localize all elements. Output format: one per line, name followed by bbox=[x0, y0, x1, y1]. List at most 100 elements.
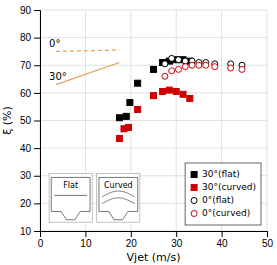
point bbox=[239, 66, 245, 72]
y-tick-mark bbox=[34, 203, 40, 204]
annotation-line bbox=[56, 50, 120, 51]
y-tick-label: 20 bbox=[20, 198, 32, 209]
sketch: Curved bbox=[97, 174, 140, 223]
point bbox=[175, 66, 181, 72]
x-tick-mark bbox=[131, 231, 132, 237]
y-axis-line bbox=[34, 11, 41, 232]
x-tick: 50 bbox=[262, 231, 274, 249]
point bbox=[116, 115, 122, 121]
x-tick: 0 bbox=[38, 231, 44, 249]
y-axis: 10 20 30 40 50 60 70 80 90 bbox=[20, 5, 41, 237]
y-tick-mark bbox=[34, 148, 40, 149]
legend: 30°(flat) 30°(curved) 0°(flat) 0°(curved) bbox=[185, 163, 261, 225]
x-tick: 20 bbox=[126, 231, 138, 249]
x-tick-mark bbox=[85, 231, 86, 237]
plot: 010203040501020304050607080900°30°FlatCu… bbox=[20, 5, 274, 249]
point bbox=[162, 73, 168, 79]
x-tick-label: 40 bbox=[217, 238, 229, 249]
point bbox=[166, 87, 172, 93]
point bbox=[151, 93, 157, 99]
y-tick-mark bbox=[34, 231, 40, 232]
point bbox=[182, 64, 188, 70]
point bbox=[196, 62, 202, 68]
x-tick-label: 0 bbox=[38, 238, 44, 249]
point bbox=[162, 61, 168, 67]
legend-label: 0°(curved) bbox=[202, 208, 250, 218]
x-axis: 0 10 20 30 40 50 bbox=[38, 231, 274, 249]
series bbox=[116, 87, 192, 141]
y-tick-mark bbox=[34, 38, 40, 39]
x-axis-title: Vjet (m/s) bbox=[127, 251, 181, 264]
point bbox=[123, 113, 129, 119]
y-tick: 80 bbox=[20, 32, 40, 43]
point bbox=[228, 65, 234, 71]
sketch-surface bbox=[102, 191, 135, 197]
marks bbox=[56, 50, 245, 141]
annotation: 30° bbox=[49, 71, 67, 82]
grid-line-y bbox=[40, 148, 267, 149]
point bbox=[151, 66, 157, 72]
y-tick-label: 90 bbox=[20, 5, 32, 16]
chart: 010203040501020304050607080900°30°FlatCu… bbox=[0, 0, 277, 265]
y-tick-label: 60 bbox=[20, 88, 32, 99]
legend-label: 30°(flat) bbox=[202, 169, 240, 179]
series bbox=[116, 57, 192, 121]
grid-line-y bbox=[40, 120, 267, 121]
y-tick-label: 50 bbox=[20, 115, 32, 126]
sketch-surface bbox=[102, 198, 135, 204]
y-tick-label: 40 bbox=[20, 143, 32, 154]
sketch: Flat bbox=[49, 174, 92, 223]
grid bbox=[40, 10, 267, 231]
y-tick-label: 80 bbox=[20, 32, 32, 43]
sketch-surface bbox=[54, 195, 87, 196]
x-tick-label: 50 bbox=[262, 238, 274, 249]
y-tick-label: 30 bbox=[20, 170, 32, 181]
y-tick-mark bbox=[34, 93, 40, 94]
x-tick-mark bbox=[267, 231, 268, 237]
legend-marker bbox=[191, 211, 197, 217]
point bbox=[189, 62, 195, 68]
y-tick: 70 bbox=[20, 60, 40, 71]
x-tick-label: 20 bbox=[126, 238, 138, 249]
y-tick-label: 70 bbox=[20, 60, 32, 71]
legend-label: 30°(curved) bbox=[202, 182, 256, 192]
y-tick: 90 bbox=[20, 5, 40, 16]
point bbox=[160, 88, 166, 94]
legend-marker bbox=[191, 185, 197, 191]
sketch-frame bbox=[97, 174, 140, 223]
point bbox=[203, 62, 209, 68]
point bbox=[126, 124, 132, 130]
grid-line-y bbox=[40, 10, 267, 11]
point bbox=[175, 57, 181, 63]
sketch-label: Flat bbox=[63, 181, 78, 190]
y-tick: 20 bbox=[20, 198, 40, 209]
y-tick-mark bbox=[34, 10, 40, 11]
sketch-body bbox=[99, 177, 138, 219]
x-tick: 30 bbox=[171, 231, 183, 249]
series bbox=[162, 62, 245, 79]
x-tick-mark bbox=[176, 231, 177, 237]
y-tick: 10 bbox=[20, 226, 40, 237]
point bbox=[187, 95, 193, 101]
x-axis-line bbox=[41, 232, 268, 238]
x-tick: 40 bbox=[217, 231, 229, 249]
legend-frame bbox=[185, 163, 261, 225]
y-tick: 60 bbox=[20, 88, 40, 99]
point bbox=[169, 55, 175, 61]
y-tick: 30 bbox=[20, 170, 40, 181]
y-tick-label: 10 bbox=[20, 226, 32, 237]
x-tick-mark bbox=[222, 231, 223, 237]
y-tick-mark bbox=[34, 176, 40, 177]
y-tick-mark bbox=[34, 65, 40, 66]
sketch-frame bbox=[49, 174, 92, 223]
legend-label: 0°(flat) bbox=[202, 195, 234, 205]
sketch-body bbox=[51, 177, 90, 219]
legend-marker bbox=[191, 198, 197, 204]
sketch-label: Curved bbox=[104, 181, 133, 190]
x-tick: 10 bbox=[80, 231, 92, 249]
y-axis-title: ξ (%) bbox=[1, 106, 14, 135]
point bbox=[169, 68, 175, 74]
x-tick-label: 30 bbox=[171, 238, 183, 249]
grid-line-y bbox=[40, 37, 267, 38]
x-tick-label: 10 bbox=[80, 238, 92, 249]
